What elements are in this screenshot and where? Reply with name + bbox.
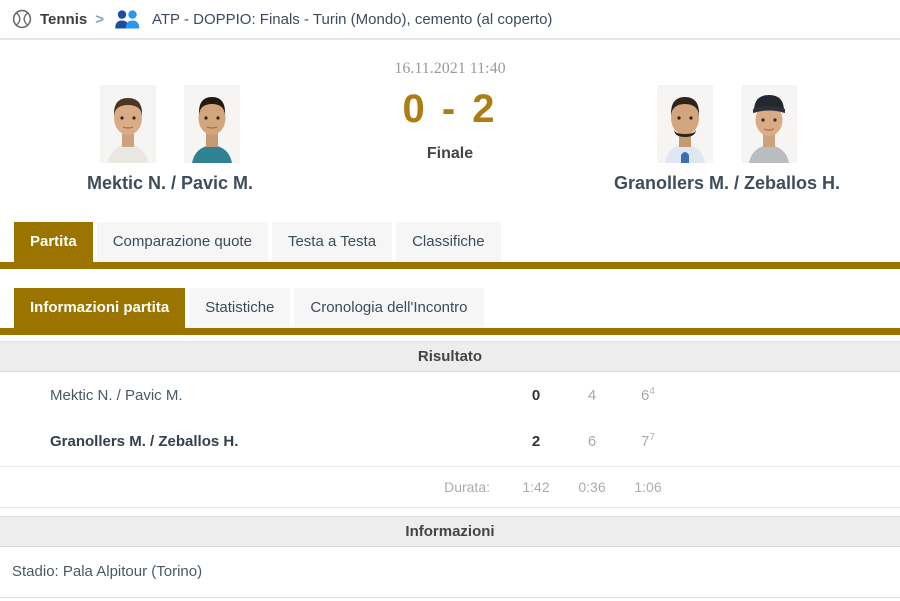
main-tabs: Partita Comparazione quote Testa a Testa…: [0, 222, 900, 262]
chevron-right-icon: >: [95, 10, 104, 28]
table-row-home: Mektic N. / Pavic M. 0 4 64: [0, 372, 900, 418]
team-away-photos: [572, 85, 882, 163]
player-photo-mektic[interactable]: [100, 85, 156, 163]
row-final-score: 0: [531, 386, 541, 404]
tennis-ball-icon: [12, 9, 32, 29]
player-photo-zeballos[interactable]: [741, 85, 797, 163]
info-section-header: Informazioni: [0, 516, 900, 547]
match-summary: 16.11.2021 11:40 0 - 2 Finale: [320, 40, 580, 163]
tab-cronologia-incontro[interactable]: Cronologia dell'Incontro: [294, 288, 484, 328]
sub-tabs: Informazioni partita Statistiche Cronolo…: [0, 288, 900, 328]
tab-informazioni-partita[interactable]: Informazioni partita: [14, 288, 186, 328]
team-home-name[interactable]: Mektic N. / Pavic M.: [86, 173, 254, 193]
table-row-away: Granollers M. / Zeballos H. 2 6 77: [0, 418, 900, 464]
accent-bar-main: [0, 262, 900, 269]
row-set2-score: 77: [641, 432, 655, 450]
row-set2-score: 64: [641, 386, 655, 404]
player-photo-granollers[interactable]: [657, 85, 713, 163]
tab-partita[interactable]: Partita: [14, 222, 93, 262]
row-set1-score: 6: [587, 432, 597, 450]
duration-label: Durata:: [444, 479, 490, 495]
result-table: Mektic N. / Pavic M. 0 4 64 Granollers M…: [0, 372, 900, 508]
result-section-title: Risultato: [417, 348, 483, 365]
duration-set1: 0:36: [578, 479, 606, 495]
team-away: Granollers M. / Zeballos H.: [572, 40, 882, 194]
stadium-info: Stadio: Pala Alpitour (Torino): [12, 563, 203, 580]
tab-statistiche[interactable]: Statistiche: [189, 288, 291, 328]
breadcrumb: Tennis > ATP - DOPPIO: Finals - Turin (M…: [0, 0, 900, 40]
match-datetime: 16.11.2021 11:40: [394, 60, 506, 77]
player-photo-pavic[interactable]: [184, 85, 240, 163]
match-status: Finale: [426, 145, 474, 162]
row-team-name: Mektic N. / Pavic M.: [50, 386, 183, 404]
doubles-icon: [114, 9, 142, 29]
tab-testa-a-testa[interactable]: Testa a Testa: [271, 222, 393, 262]
team-home-photos: [15, 85, 325, 163]
match-header: Mektic N. / Pavic M. 16.11.2021 11:40 0 …: [0, 40, 900, 215]
tab-comparazione-quote[interactable]: Comparazione quote: [96, 222, 268, 262]
accent-bar-sub: [0, 328, 900, 335]
breadcrumb-sport-link[interactable]: Tennis: [40, 10, 88, 28]
tiebreak-score: 7: [649, 432, 655, 443]
breadcrumb-event-link[interactable]: ATP - DOPPIO: Finals - Turin (Mondo), ce…: [152, 10, 553, 28]
result-section-header: Risultato: [0, 341, 900, 372]
duration-set2: 1:06: [634, 479, 662, 495]
row-final-score: 2: [531, 432, 541, 450]
bottom-divider: [0, 597, 900, 601]
match-score: 0 - 2: [402, 87, 498, 131]
row-set1-score: 4: [587, 386, 597, 404]
duration-total: 1:42: [522, 479, 550, 495]
tiebreak-score: 4: [649, 386, 655, 397]
tab-classifiche[interactable]: Classifiche: [396, 222, 501, 262]
team-away-name[interactable]: Granollers M. / Zeballos H.: [613, 173, 841, 193]
team-home: Mektic N. / Pavic M.: [15, 40, 325, 194]
row-team-name: Granollers M. / Zeballos H.: [50, 432, 239, 450]
duration-row: Durata: 1:42 0:36 1:06: [0, 466, 900, 508]
info-section-title: Informazioni: [405, 523, 495, 540]
